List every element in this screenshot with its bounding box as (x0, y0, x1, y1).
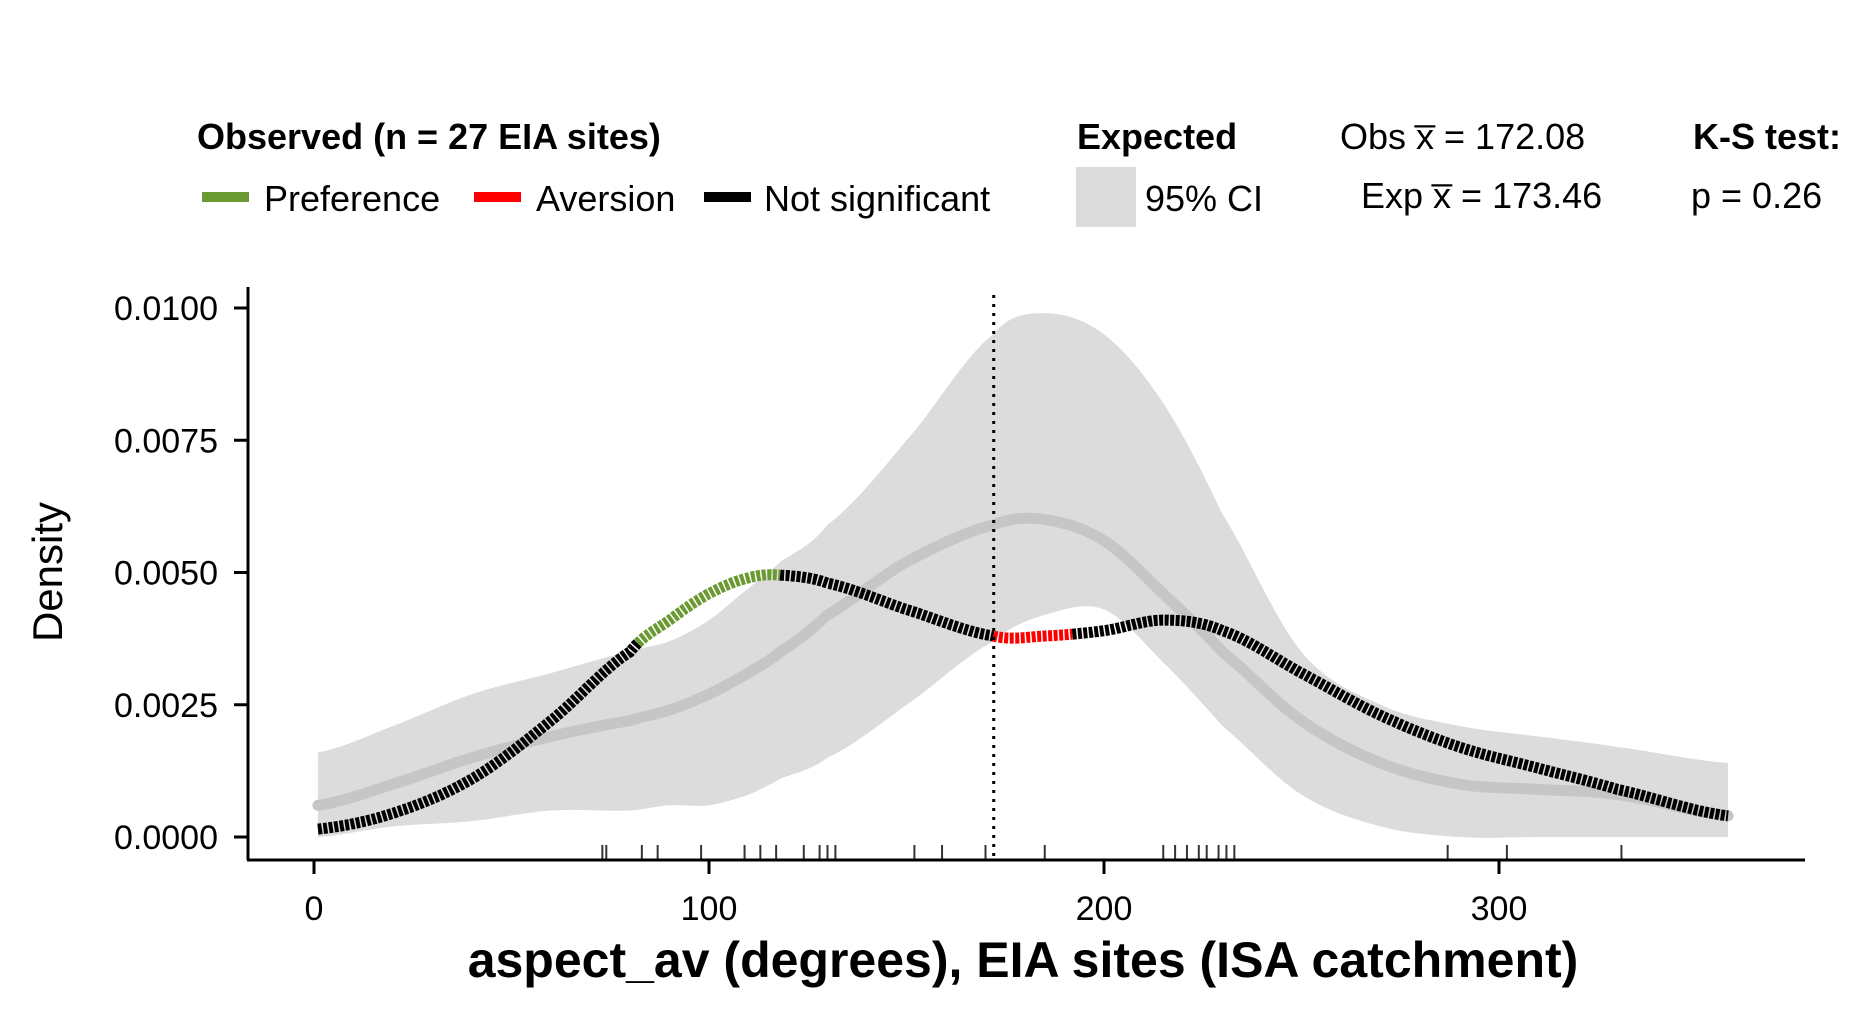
x-tick-label: 200 (1076, 890, 1133, 928)
x-tick-label: 300 (1471, 890, 1528, 928)
legend-not-significant-label: Not significant (764, 178, 990, 219)
legend-expected-title: Expected (1077, 116, 1237, 157)
x-ticks: 0 100 200 300 (305, 860, 1528, 928)
y-tick-label: 0.0100 (114, 290, 218, 328)
legend-preference-swatch (202, 192, 249, 202)
legend: Observed (n = 27 EIA sites) Preference A… (197, 116, 1841, 227)
legend-ci-swatch (1076, 167, 1136, 227)
y-ticks: 0.0000 0.0025 0.0050 0.0075 0.0100 (114, 290, 248, 857)
legend-aversion-label: Aversion (536, 178, 675, 219)
observed-segment-not-significant (779, 569, 995, 642)
observed-density-line (317, 569, 1729, 835)
observed-segment-aversion (992, 628, 1073, 644)
y-tick-label: 0.0075 (114, 422, 218, 460)
legend-aversion-swatch (474, 192, 521, 202)
ks-test-title: K-S test: (1693, 116, 1841, 157)
expected-density-line (312, 512, 1734, 822)
x-tick-label: 100 (681, 890, 738, 928)
x-tick-label: 0 (305, 890, 324, 928)
legend-observed-title: Observed (n = 27 EIA sites) (197, 116, 661, 157)
observed-segment-not-significant (1071, 614, 1729, 822)
x-axis-label: aspect_av (degrees), EIA sites (ISA catc… (468, 932, 1579, 988)
y-tick-label: 0.0050 (114, 555, 218, 593)
legend-ci-label: 95% CI (1145, 178, 1263, 219)
exp-mean-label: Exp x̅ = 173.46 (1361, 175, 1602, 216)
y-tick-label: 0.0000 (114, 819, 218, 857)
y-axis-label: Density (24, 502, 71, 642)
rug-marks (601, 845, 1623, 861)
obs-mean-label: Obs x̅ = 172.08 (1340, 116, 1585, 157)
legend-preference-label: Preference (264, 178, 440, 219)
y-tick-label: 0.0025 (114, 687, 218, 725)
observed-segment-preference (634, 569, 781, 648)
legend-not-significant-swatch (704, 192, 751, 202)
p-value-label: p = 0.26 (1691, 175, 1822, 216)
expected-density-path (312, 512, 1734, 822)
